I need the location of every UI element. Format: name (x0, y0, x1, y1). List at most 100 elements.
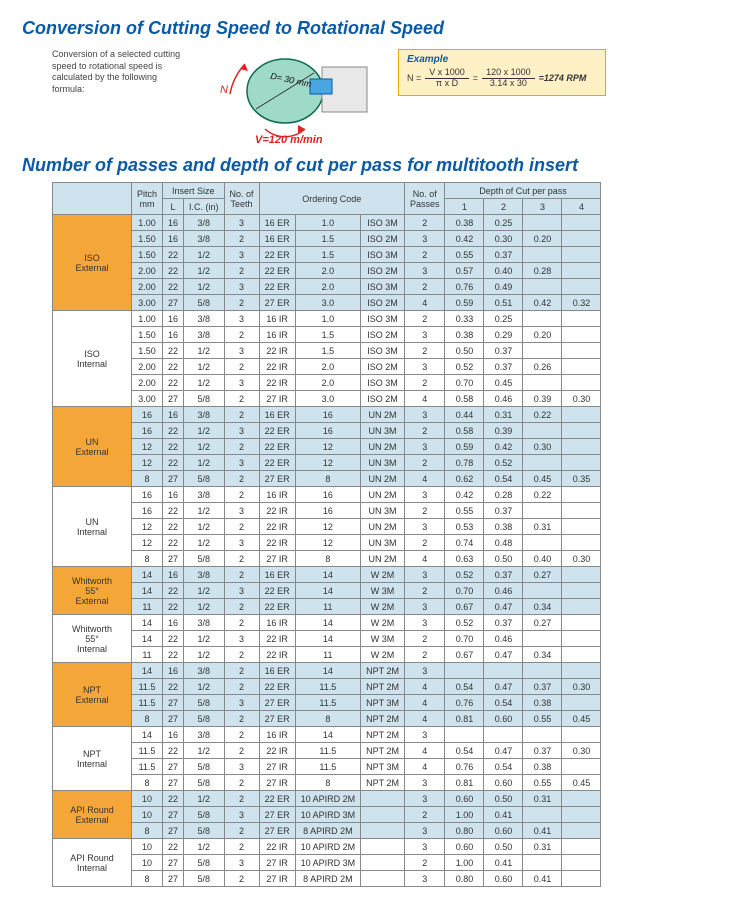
group-label: UNExternal (53, 407, 132, 487)
cell-passes: 2 (404, 423, 445, 439)
example-formula: N = V x 1000 π x D = 120 x 1000 3.14 x 3… (407, 68, 597, 89)
cell-depth (562, 567, 601, 583)
cell: 1.50 (132, 247, 163, 263)
cell-passes: 2 (404, 279, 445, 295)
cell-depth: 0.55 (445, 247, 484, 263)
cell-passes: 2 (404, 455, 445, 471)
cell-depth: 0.81 (445, 711, 484, 727)
oc-left: 27 IR (259, 391, 295, 407)
table-row: 8275/8227 ER8UN 2M40.620.540.450.35 (53, 471, 601, 487)
oc-left: 27 IR (259, 775, 295, 791)
cell: 27 (163, 775, 184, 791)
cell: 14 (132, 615, 163, 631)
cell-passes: 3 (404, 519, 445, 535)
oc-right: ISO 3M (361, 311, 405, 327)
oc-right: ISO 2M (361, 295, 405, 311)
cell-passes: 3 (404, 439, 445, 455)
oc-mid: 11 (295, 647, 361, 663)
cell-depth: 0.40 (484, 263, 523, 279)
th-code: Ordering Code (259, 183, 404, 215)
cell-passes: 3 (404, 487, 445, 503)
oc-mid: 11.5 (295, 695, 361, 711)
oc-right: ISO 2M (361, 263, 405, 279)
oc-right: ISO 3M (361, 375, 405, 391)
cell-depth (562, 519, 601, 535)
cell: 22 (163, 519, 184, 535)
cell-depth: 0.30 (562, 391, 601, 407)
cell-depth (562, 631, 601, 647)
oc-right: ISO 3M (361, 343, 405, 359)
oc-left: 16 IR (259, 615, 295, 631)
cell-depth: 0.54 (445, 679, 484, 695)
group-label: NPTExternal (53, 663, 132, 727)
cell: 8 (132, 775, 163, 791)
cell: 1.00 (132, 215, 163, 231)
cell-depth: 0.50 (445, 343, 484, 359)
oc-mid: 14 (295, 567, 361, 583)
cell-depth: 0.30 (523, 439, 562, 455)
table-row: NPTExternal14163/8216 ER14NPT 2M3 (53, 663, 601, 679)
cell: 22 (163, 631, 184, 647)
cell: 3 (224, 375, 259, 391)
cell-depth: 0.42 (445, 487, 484, 503)
oc-left: 22 IR (259, 535, 295, 551)
cell: 27 (163, 295, 184, 311)
cell-depth: 0.25 (484, 215, 523, 231)
oc-mid: 14 (295, 663, 361, 679)
cell-depth: 0.59 (445, 295, 484, 311)
cell-depth: 0.25 (484, 311, 523, 327)
cell: 2 (224, 407, 259, 423)
cell: 2.00 (132, 375, 163, 391)
cell-depth (562, 439, 601, 455)
cell: 1/2 (184, 583, 225, 599)
cell: 3/8 (184, 215, 225, 231)
cell-depth (445, 727, 484, 743)
cell-passes: 3 (404, 359, 445, 375)
cell-passes: 2 (404, 215, 445, 231)
oc-right: UN 3M (361, 535, 405, 551)
oc-mid: 16 (295, 487, 361, 503)
cell: 5/8 (184, 855, 225, 871)
oc-left: 27 IR (259, 759, 295, 775)
cell-depth: 0.49 (484, 279, 523, 295)
cell-depth (523, 279, 562, 295)
table-body: ISOExternal1.00163/8316 ER1.0ISO 3M20.38… (53, 215, 601, 887)
oc-left: 16 IR (259, 327, 295, 343)
table-row: 10275/8327 IR10 APIRD 3M21.000.41 (53, 855, 601, 871)
oc-left: 27 ER (259, 471, 295, 487)
oc-mid: 10 APIRD 3M (295, 807, 361, 823)
oc-mid: 14 (295, 727, 361, 743)
table-row: 1.50221/2322 IR1.5ISO 3M20.500.37 (53, 343, 601, 359)
cell-passes: 2 (404, 343, 445, 359)
table-row: 12221/2222 ER12UN 2M30.590.420.30 (53, 439, 601, 455)
cell: 22 (163, 375, 184, 391)
cell-depth: 0.60 (484, 775, 523, 791)
cell-depth (523, 583, 562, 599)
cell: 3/8 (184, 487, 225, 503)
cell-passes: 3 (404, 791, 445, 807)
cell: 22 (163, 359, 184, 375)
cell: 1/2 (184, 679, 225, 695)
oc-right: UN 2M (361, 487, 405, 503)
cell-depth: 0.41 (523, 823, 562, 839)
cell-depth: 0.40 (523, 551, 562, 567)
table-row: 1.50221/2322 ER1.5ISO 3M20.550.37 (53, 247, 601, 263)
cell: 27 (163, 871, 184, 887)
formula-section: Conversion of a selected cutting speed t… (52, 49, 729, 149)
oc-left: 22 ER (259, 279, 295, 295)
cell-depth (562, 231, 601, 247)
cell-depth (484, 727, 523, 743)
cell: 27 (163, 807, 184, 823)
cell-passes: 2 (404, 311, 445, 327)
oc-left: 27 ER (259, 823, 295, 839)
page-title-1: Conversion of Cutting Speed to Rotationa… (22, 18, 729, 39)
cell-depth (523, 631, 562, 647)
cell: 1/2 (184, 247, 225, 263)
cell-depth: 0.46 (484, 391, 523, 407)
cell-depth: 0.42 (523, 295, 562, 311)
oc-mid: 1.0 (295, 311, 361, 327)
cell-depth (523, 663, 562, 679)
oc-mid: 12 (295, 519, 361, 535)
cell: 1/2 (184, 839, 225, 855)
oc-right (361, 791, 405, 807)
